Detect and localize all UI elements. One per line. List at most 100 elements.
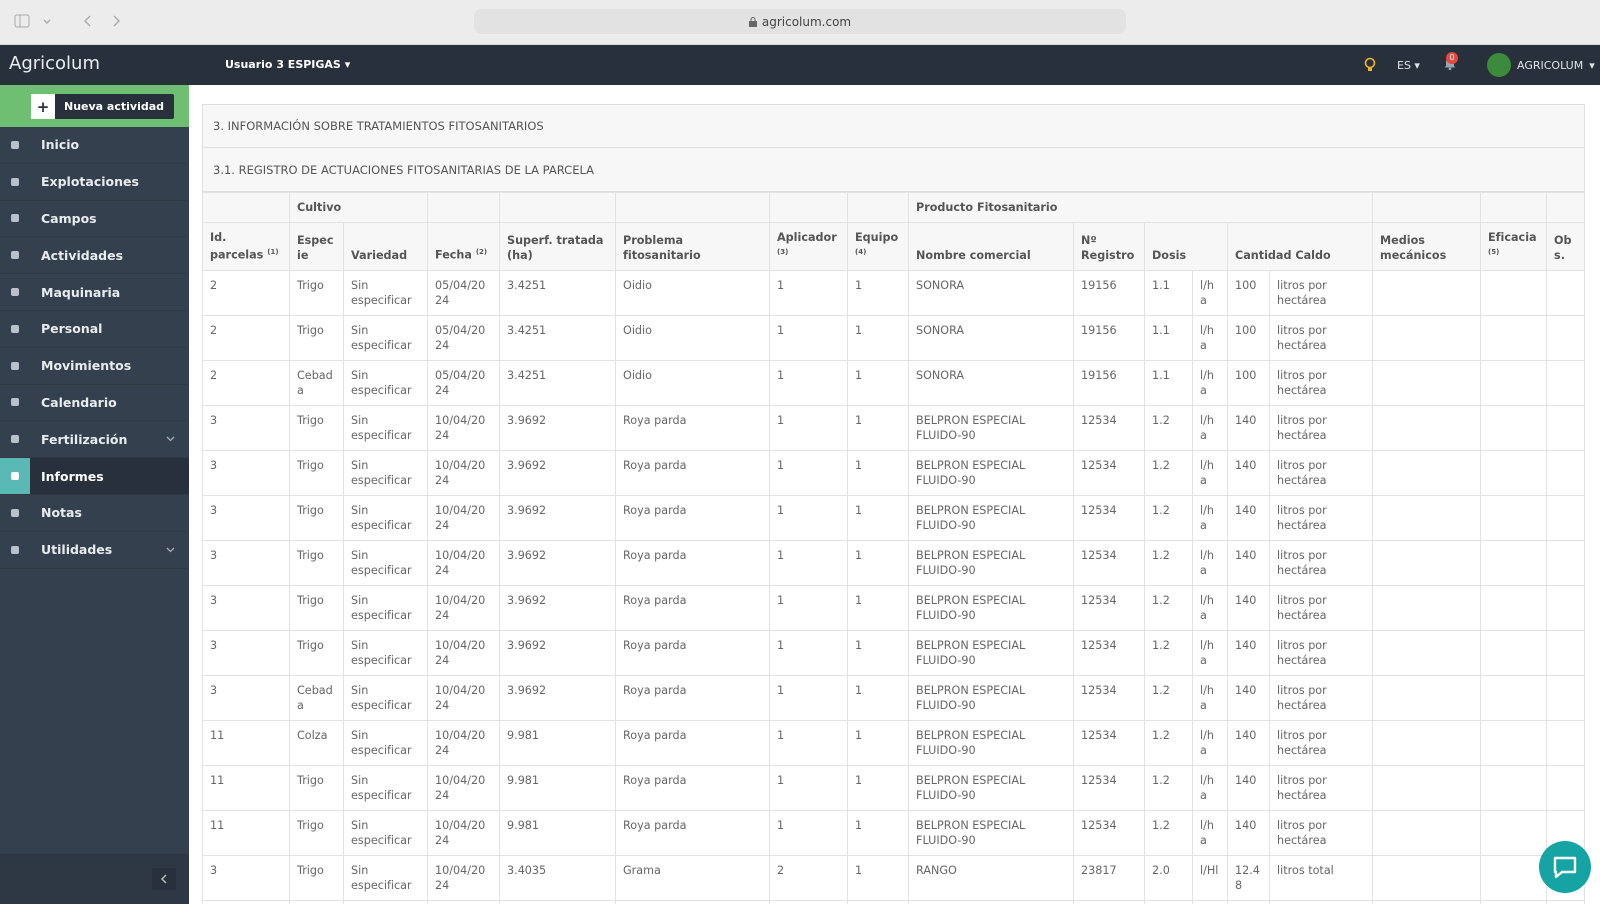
column-label: Medios mecánicos: [1380, 233, 1447, 262]
column-label: Id. parcelas: [210, 231, 264, 262]
table-cell: litros por hectárea: [1269, 314, 1374, 361]
menu-item[interactable]: Utilidades: [0, 532, 189, 569]
menu-item[interactable]: Movimientos: [0, 348, 189, 385]
sidebar: + Nueva actividad Inicio Explotaciones Camp…: [0, 85, 189, 904]
table-cell: 1: [847, 269, 910, 316]
table-cell: 1.2: [1144, 494, 1194, 541]
table-cell: 100: [1227, 314, 1271, 361]
table-cell: 1.2: [1144, 629, 1194, 676]
table-cell: 12534: [1073, 764, 1146, 811]
table-cell: BELPRON ESPECIAL FLUIDO-90: [908, 764, 1075, 811]
table-cell: Roya parda: [615, 584, 771, 631]
table-cell: BELPRON ESPECIAL FLUIDO-90: [908, 404, 1075, 451]
empty-cell: [1372, 269, 1482, 316]
icon-glyph: [11, 140, 19, 149]
table-cell: litros por hectárea: [1269, 719, 1374, 766]
table-cell: 1: [769, 269, 849, 316]
menu-item[interactable]: Notas: [0, 495, 189, 532]
table-cell: 100: [1227, 269, 1271, 316]
table-cell: BELPRON ESPECIAL FLUIDO-90: [908, 719, 1075, 766]
menu-item[interactable]: Fertilización: [0, 421, 189, 459]
table-cell: SONORA: [908, 269, 1075, 316]
menu-label: Actividades: [41, 247, 124, 263]
table-row: 3 Cebada Sin especificar 10/04/2024 3.9692 Ro…: [202, 674, 1586, 721]
table-cell: Trigo: [289, 314, 344, 361]
table-cell: 10/04/2024: [427, 449, 501, 496]
user-menu[interactable]: Usuario 3 ESPIGAS ▾: [225, 58, 351, 71]
empty-header: [615, 192, 771, 223]
table-cell: RANGO: [908, 854, 1075, 901]
table-cell: 3: [202, 584, 290, 631]
column-label: Problema fitosanitario: [623, 233, 701, 262]
group-header-row: Cultivo Producto Fitosanitario: [202, 192, 1586, 223]
empty-cell: [1480, 269, 1548, 316]
new-activity-label: Nueva actividad: [64, 100, 165, 113]
treatments-table: Cultivo Producto Fitosanitario Id. parcela…: [202, 192, 1586, 904]
table-cell: litros total: [1269, 899, 1374, 904]
column-header: Especie: [289, 222, 344, 271]
table-cell: 12534: [1073, 674, 1146, 721]
table-cell: 1.2: [1144, 809, 1194, 856]
table-cell: Oidio: [615, 269, 771, 316]
table-cell: Sin especificar: [342, 674, 429, 721]
table-row: 11 Trigo Sin especificar 10/04/2024 9.981 Roy…: [202, 764, 1586, 811]
table-cell: Roya parda: [615, 719, 771, 766]
table-cell: litros total: [1269, 854, 1374, 901]
table-cell: SONORA: [908, 314, 1075, 361]
new-activity-button[interactable]: + Nueva actividad: [31, 94, 175, 119]
table-cell: 140: [1227, 629, 1271, 676]
column-note: (5): [1488, 248, 1500, 256]
table-cell: 1: [847, 809, 910, 856]
chat-icon: [1553, 856, 1577, 879]
brand[interactable]: Agricolum: [9, 53, 100, 74]
table-cell: 19156: [1073, 314, 1146, 361]
table-cell: Trigo: [289, 404, 344, 451]
table-row: 11 Colza Sin especificar 10/04/2024 9.981 Roy…: [202, 719, 1586, 766]
column-header: Eficacia (5): [1480, 222, 1548, 271]
address-bar[interactable]: agricolum.com: [474, 9, 1126, 34]
table-cell: 1.2: [1144, 674, 1194, 721]
table-cell: 3.4251: [499, 314, 617, 361]
empty-cell: [1480, 719, 1548, 766]
table-cell: Sin especificar: [342, 449, 429, 496]
empty-cell: [1546, 494, 1586, 541]
table-row: 2 Cebada Sin especificar 05/04/2024 3.4251 Oi…: [202, 359, 1586, 406]
menu-item[interactable]: Explotaciones: [0, 164, 189, 201]
column-label: Variedad: [351, 248, 408, 262]
menu-item[interactable]: Inicio: [0, 127, 189, 164]
empty-cell: [1480, 809, 1548, 856]
table-cell: 140: [1227, 719, 1271, 766]
main-content: 3. INFORMACIÓN SOBRE TRATAMIENTOS FITOSA…: [189, 85, 1600, 904]
table-cell: 1: [847, 899, 910, 904]
table-cell: 9.981: [499, 809, 617, 856]
table-cell: 1: [847, 539, 910, 586]
column-label: Equipo: [855, 231, 899, 244]
account-menu[interactable]: AGRICOLUM ▾: [1487, 53, 1595, 77]
browser-controls[interactable]: [14, 12, 134, 32]
column-header: Nº Registro: [1073, 222, 1146, 271]
menu-item[interactable]: Actividades: [0, 237, 189, 275]
tips-icon[interactable]: [1364, 57, 1376, 73]
menu-icon: [0, 347, 30, 384]
menu-item[interactable]: Campos: [0, 201, 189, 238]
language-menu[interactable]: ES ▾: [1397, 59, 1420, 72]
account-name: AGRICOLUM: [1517, 58, 1584, 72]
menu-item[interactable]: Personal: [0, 311, 189, 348]
chat-button[interactable]: [1539, 841, 1591, 893]
table-cell: BELPRON ESPECIAL FLUIDO-90: [908, 674, 1075, 721]
menu-item[interactable]: Maquinaria: [0, 274, 189, 311]
table-row: 3 Trigo Sin especificar 10/04/2024 3.9692 Roy…: [202, 584, 1586, 631]
menu-item[interactable]: Calendario: [0, 385, 189, 422]
table-cell: Sin especificar: [342, 809, 429, 856]
table-cell: 9.981: [499, 719, 617, 766]
column-header: Obs.: [1546, 222, 1586, 271]
table-cell: 3: [202, 674, 290, 721]
empty-cell: [1546, 719, 1586, 766]
table-cell: l/ha: [1192, 359, 1229, 406]
collapse-button[interactable]: [152, 868, 176, 890]
menu-item[interactable]: Informes: [0, 457, 189, 495]
table-cell: 1: [769, 359, 849, 406]
table-cell: 140: [1227, 584, 1271, 631]
table-cell: litros por hectárea: [1269, 584, 1374, 631]
